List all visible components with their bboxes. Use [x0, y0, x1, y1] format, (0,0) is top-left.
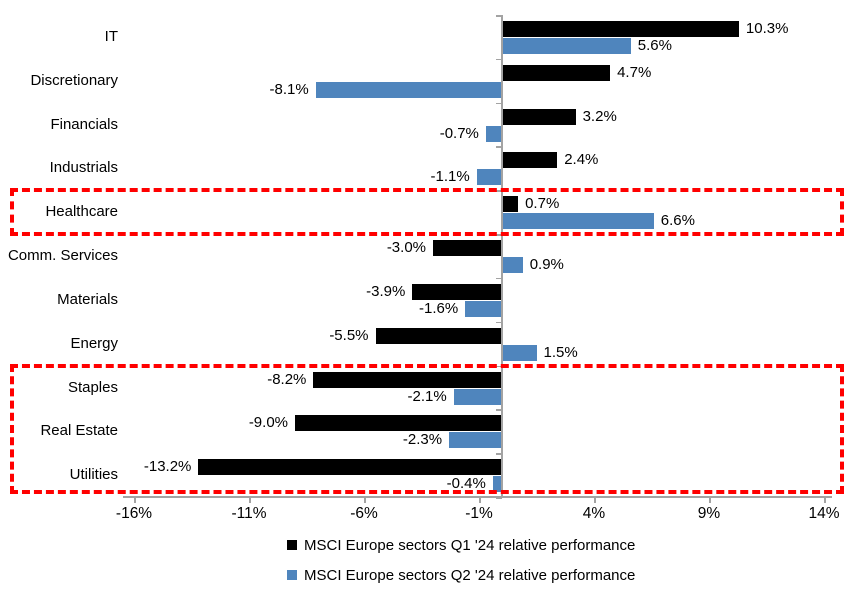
data-label-q1: 0.7% — [525, 195, 560, 213]
x-axis-tick — [709, 496, 711, 503]
category-label: Industrials — [49, 159, 118, 177]
legend-label-q1: MSCI Europe sectors Q1 '24 relative perf… — [304, 536, 636, 554]
legend: MSCI Europe sectors Q1 '24 relative perf… — [287, 535, 635, 595]
bar-q1 — [313, 371, 502, 388]
legend-item-q1: MSCI Europe sectors Q1 '24 relative perf… — [287, 535, 635, 555]
bar-q1 — [198, 459, 502, 476]
data-label-q2: 5.6% — [637, 37, 672, 54]
bar-q2 — [453, 388, 502, 405]
x-tick-label: 9% — [697, 505, 721, 522]
data-label-q2: -1.1% — [430, 168, 470, 186]
bar-q2 — [502, 213, 654, 230]
data-label-q1: 2.4% — [564, 151, 599, 169]
x-tick-label: -11% — [231, 505, 267, 522]
highlight-box — [10, 188, 844, 237]
y-axis-tick — [496, 234, 502, 236]
data-label-q2: -2.1% — [407, 387, 447, 405]
bar-q1 — [502, 196, 519, 213]
y-axis-tick — [496, 15, 502, 17]
bar-q1 — [412, 283, 502, 300]
data-label-q1: 3.2% — [582, 107, 617, 125]
y-axis-tick — [496, 453, 502, 455]
data-label-q2: -1.6% — [419, 299, 459, 317]
data-label-q2: 1.5% — [543, 343, 578, 361]
y-axis-tick — [496, 497, 502, 499]
category-label: Discretionary — [30, 71, 118, 89]
category-label: Staples — [67, 378, 118, 396]
category-label: Utilities — [69, 466, 118, 484]
category-label: Financials — [50, 115, 118, 133]
x-axis-tick — [594, 496, 596, 503]
data-label-q2: -8.1% — [269, 80, 309, 98]
bar-q1 — [502, 152, 558, 169]
bar-q2 — [315, 81, 502, 98]
x-axis-tick — [134, 496, 136, 503]
category-label: IT — [104, 28, 118, 45]
data-label-q2: 0.9% — [529, 256, 564, 274]
y-axis-tick — [496, 277, 502, 280]
bar-q1 — [295, 415, 502, 432]
x-axis-tick — [824, 496, 826, 503]
data-label-q1: -8.2% — [267, 370, 307, 388]
y-axis-tick — [496, 190, 502, 192]
bar-q1 — [502, 64, 611, 81]
data-label-q2: -2.3% — [402, 431, 443, 449]
legend-swatch-q2-icon — [287, 570, 297, 580]
bar-q1 — [502, 108, 576, 125]
bar-q1 — [433, 240, 502, 257]
data-label-q1: -9.0% — [248, 414, 288, 432]
bar-q2 — [492, 476, 502, 493]
y-axis-tick — [496, 58, 502, 61]
x-tick-label: -6% — [350, 505, 378, 522]
x-axis-line — [123, 496, 832, 498]
bar-q2 — [449, 432, 502, 449]
y-axis-tick — [496, 146, 502, 148]
y-axis-tick — [496, 321, 502, 324]
category-label: Comm. Services — [7, 247, 118, 265]
x-tick-label: 4% — [582, 505, 606, 522]
bar-q2 — [502, 257, 523, 274]
data-label-q1: 4.7% — [617, 63, 652, 81]
x-axis-tick — [249, 496, 251, 503]
data-label-q1: -13.2% — [143, 458, 192, 476]
x-axis-tick — [479, 496, 481, 503]
bar-q2 — [465, 300, 502, 317]
data-label-q1: -3.0% — [386, 239, 426, 257]
category-label: Real Estate — [40, 422, 118, 440]
bar-q2 — [485, 125, 502, 142]
x-axis-tick — [364, 496, 366, 503]
category-label: Healthcare — [45, 203, 118, 221]
data-label-q1: -5.5% — [329, 326, 369, 344]
data-label-q1: -3.9% — [366, 282, 406, 300]
bar-q2 — [502, 38, 631, 54]
category-label: Materials — [57, 290, 118, 308]
data-label-q2: -0.7% — [439, 124, 479, 142]
bar-q1 — [375, 327, 502, 344]
y-axis-tick — [496, 365, 502, 368]
legend-label-q2: MSCI Europe sectors Q2 '24 relative perf… — [304, 566, 636, 584]
bar-q2 — [502, 344, 537, 361]
y-axis-line — [501, 15, 503, 497]
x-tick-label: -16% — [115, 505, 153, 522]
data-label-q2: -0.4% — [446, 475, 486, 493]
y-axis-tick — [496, 409, 502, 411]
y-axis-tick — [496, 102, 502, 105]
data-label-q1: 10.3% — [745, 20, 789, 37]
bar-q1 — [502, 21, 739, 37]
bar-q2 — [476, 169, 502, 186]
category-label: Energy — [70, 334, 118, 352]
legend-item-q2: MSCI Europe sectors Q2 '24 relative perf… — [287, 565, 635, 585]
data-label-q2: 6.6% — [660, 212, 695, 230]
legend-swatch-q1-icon — [287, 540, 297, 550]
x-tick-label: -1% — [465, 505, 493, 522]
x-tick-label: 14% — [808, 505, 840, 522]
